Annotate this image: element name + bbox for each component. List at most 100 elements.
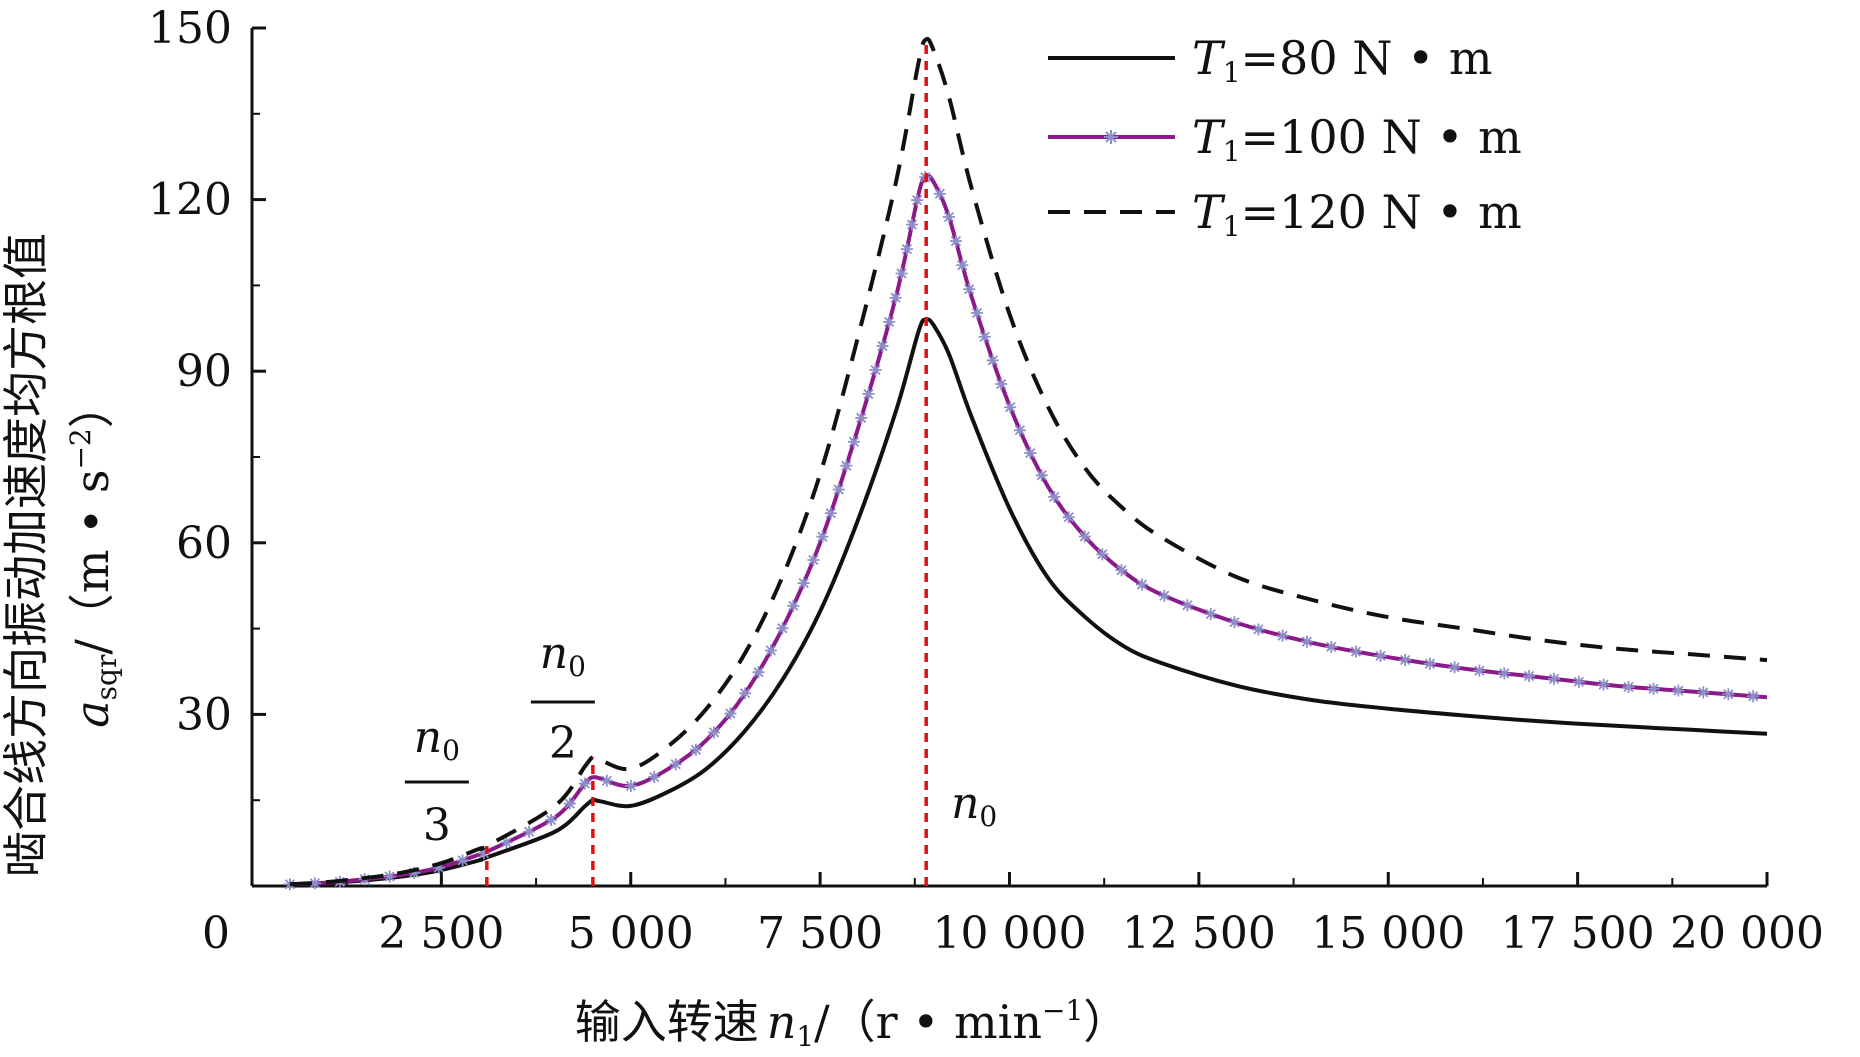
legend-80-sub: 1 — [1223, 56, 1241, 89]
annotation-numerator-0: n0 — [414, 712, 460, 767]
series-line-1 — [289, 173, 1768, 887]
series-marker — [855, 411, 868, 424]
series-marker — [889, 291, 902, 304]
series-marker — [1115, 564, 1128, 577]
series-marker — [895, 267, 908, 280]
x-axis-unit-close: ） — [1083, 995, 1129, 1049]
series-marker — [816, 530, 829, 543]
series-marker — [906, 218, 918, 231]
series-marker — [1722, 688, 1735, 701]
y-axis-unit-sup: −2 — [64, 428, 97, 469]
series-marker — [1672, 684, 1685, 697]
axes: 0 2 500 5 000 7 500 10 000 12 500 15 000 17 500… — [148, 3, 1824, 959]
series-marker — [1325, 640, 1338, 653]
annotation-var: n — [540, 628, 568, 679]
y-axis-title: 啮合线方向振动加速度均方根值 — [0, 233, 53, 877]
series-marker — [943, 211, 955, 223]
series-marker — [807, 554, 820, 566]
legend-120-rest: =120 N • m — [1241, 185, 1522, 239]
series-marker — [949, 235, 962, 248]
series-marker — [1423, 657, 1436, 670]
series-marker — [1647, 682, 1660, 695]
y-tick-label: 60 — [176, 518, 232, 569]
annotation-var: n — [414, 712, 442, 763]
series-marker — [876, 340, 889, 352]
series-marker — [862, 388, 875, 400]
series-marker — [739, 687, 752, 700]
series-marker — [1300, 635, 1313, 648]
series-marker — [708, 726, 720, 739]
series-marker — [1697, 686, 1710, 699]
series-marker — [963, 283, 976, 296]
series-marker — [847, 435, 860, 448]
legend-100-var: T — [1192, 110, 1226, 164]
series-marker — [1013, 424, 1026, 437]
legend-80-var: T — [1192, 31, 1226, 85]
y-tick-label: 90 — [176, 346, 232, 397]
series-marker — [669, 758, 682, 771]
series-marker — [1062, 511, 1075, 524]
series-marker — [911, 194, 924, 207]
x-axis-title-prefix: 输入转速 — [575, 995, 759, 1049]
vline-layer — [485, 39, 928, 886]
legend-label-120: T1=120 N • m — [1192, 185, 1522, 243]
series-marker — [624, 779, 637, 792]
x-axis-unit-sup: −1 — [1042, 994, 1083, 1027]
series-line-0 — [289, 317, 1768, 887]
series-marker — [933, 187, 946, 200]
series-marker — [1374, 649, 1387, 662]
legend-marker-100 — [1104, 130, 1118, 144]
series-marker — [764, 644, 777, 657]
series-marker — [383, 870, 396, 883]
y-tick-label: 150 — [148, 3, 232, 54]
x-tick-label: 17 500 — [1501, 908, 1655, 959]
legend-120-var: T — [1192, 185, 1226, 239]
series-marker — [752, 666, 765, 679]
x-tick-label: 7 500 — [757, 908, 883, 959]
series-marker — [500, 836, 513, 849]
series-marker — [883, 315, 896, 328]
y-axis-title-unit: asqr/（m • s−2） — [64, 382, 123, 728]
series-marker — [840, 459, 853, 472]
y-tick-label: 30 — [176, 689, 232, 740]
series-marker — [724, 707, 737, 720]
x-axis-title: 输入转速 n1/（r • min−1） — [575, 994, 1130, 1053]
series-marker — [832, 483, 845, 496]
series-marker — [600, 774, 613, 787]
series-marker — [1622, 681, 1635, 693]
legend-label-80: T1=80 N • m — [1192, 31, 1492, 89]
y-axis-unit: /（m • s — [65, 470, 119, 655]
series-marker — [1548, 672, 1560, 685]
series-marker — [578, 777, 591, 790]
series-marker — [1399, 654, 1412, 666]
legend-100-rest: =100 N • m — [1241, 110, 1522, 164]
series-marker — [1136, 578, 1148, 591]
x-axis-var-sub: 1 — [796, 1020, 814, 1053]
annotation-denominator-1: 2 — [549, 718, 577, 769]
series-marker — [986, 354, 999, 367]
series-marker — [1349, 645, 1362, 658]
series-marker — [956, 259, 969, 272]
series-marker — [1523, 670, 1536, 682]
series-marker — [970, 307, 983, 319]
series-marker — [545, 814, 558, 826]
series-marker — [1181, 599, 1194, 612]
legend-80-rest: =80 N • m — [1241, 31, 1493, 85]
series-marker — [648, 771, 661, 783]
x-tick-label: 10 000 — [933, 908, 1087, 959]
y-axis-title-prefix: 啮合线方向振动加速度均方根值 — [0, 233, 53, 877]
legend-100-sub: 1 — [1223, 135, 1241, 168]
annotation-numerator-1: n0 — [540, 628, 586, 683]
x-tick-label: 5 000 — [568, 908, 694, 959]
y-tick-label: 120 — [148, 175, 232, 226]
x-tick-label: 20 000 — [1670, 908, 1824, 959]
legend-120-sub: 1 — [1223, 210, 1241, 243]
annotation-sub: 0 — [442, 734, 460, 767]
y-axis-unit-close: ） — [65, 382, 119, 428]
series-marker — [1276, 629, 1289, 642]
annotation-denominator-0: 3 — [423, 800, 451, 851]
series-marker — [776, 622, 789, 635]
series-marker — [869, 364, 882, 376]
series-marker — [1747, 690, 1760, 703]
legend-label-100: T1=100 N • m — [1192, 110, 1522, 168]
